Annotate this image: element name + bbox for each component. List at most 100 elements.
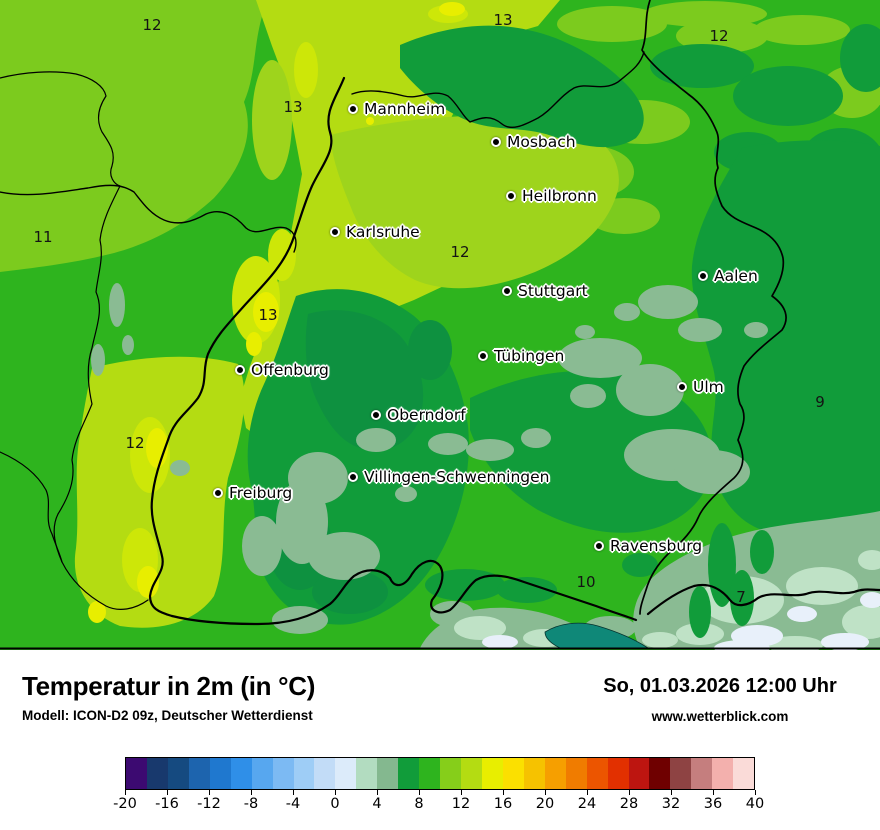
border-france-admin-south xyxy=(0,451,63,563)
colorbar-segment xyxy=(544,758,566,789)
colorbar-tick-label: 12 xyxy=(451,796,471,812)
city-dot-icon xyxy=(330,227,340,237)
colorbar-tick-mark xyxy=(671,790,673,795)
city-dot-icon xyxy=(677,382,687,392)
temperature-map: 12 13 12 13 11 12 13 9 12 10 7 Mannheim Mosbach Heil… xyxy=(0,0,880,650)
website-url: www.wetterblick.com xyxy=(651,709,789,724)
city-dot-icon xyxy=(371,410,381,420)
colorbar-tick-label: 16 xyxy=(493,796,513,812)
city-marker-villingen-schwenningen: Villingen-Schwenningen xyxy=(348,468,549,486)
colorbar-tick-label: 20 xyxy=(535,796,555,812)
city-marker-freiburg: Freiburg xyxy=(213,484,292,502)
colorbar-tick-label: 32 xyxy=(661,796,681,812)
colorbar-segment xyxy=(251,758,273,789)
city-dot-icon xyxy=(594,541,604,551)
colorbar-tick-mark xyxy=(125,790,127,795)
border-switzerland xyxy=(170,559,638,626)
colorbar-tick-mark xyxy=(377,790,379,795)
city-label: Ulm xyxy=(693,378,724,396)
colorbar-tick-label: -20 xyxy=(113,796,137,812)
colorbar-tick-mark xyxy=(461,790,463,795)
temperature-colorbar xyxy=(125,757,755,790)
city-label: Mannheim xyxy=(364,100,446,118)
temperature-value-label: 11 xyxy=(33,228,53,246)
colorbar-segment xyxy=(209,758,231,789)
colorbar-tick-mark xyxy=(293,790,295,795)
border-vosges xyxy=(53,185,149,610)
city-dot-icon xyxy=(213,488,223,498)
colorbar-segment xyxy=(691,758,713,789)
city-marker-ulm: Ulm xyxy=(677,378,724,396)
colorbar-segment xyxy=(481,758,503,789)
temperature-value-label: 12 xyxy=(450,243,470,261)
colorbar-segment xyxy=(146,758,168,789)
colorbar-tick-mark xyxy=(755,790,757,795)
city-label: Freiburg xyxy=(229,484,293,502)
colorbar-segment xyxy=(126,758,147,789)
colorbar-segment xyxy=(314,758,336,789)
temperature-value-label: 12 xyxy=(709,27,729,45)
temperature-value-label: 13 xyxy=(493,11,513,29)
colorbar-tick-label: 36 xyxy=(703,796,723,812)
colorbar-tick-label: -4 xyxy=(285,796,301,812)
terrain-layer xyxy=(0,0,880,650)
colorbar-segment xyxy=(293,758,315,789)
city-dot-icon xyxy=(235,365,245,375)
colorbar-segment xyxy=(649,758,671,789)
model-info: Modell: ICON-D2 09z, Deutscher Wetterdie… xyxy=(22,708,313,723)
colorbar-tick-label: -8 xyxy=(243,796,259,812)
city-marker-ravensburg: Ravensburg xyxy=(594,537,702,555)
city-dot-icon xyxy=(698,271,708,281)
border-france-admin-north xyxy=(0,71,121,187)
city-label: Villingen-Schwenningen xyxy=(364,468,550,486)
colorbar-tick-mark xyxy=(335,790,337,795)
colorbar-segment xyxy=(188,758,210,789)
colorbar-tick-label: -16 xyxy=(155,796,179,812)
borders-layer xyxy=(0,0,880,626)
colorbar-tick-label: 40 xyxy=(745,796,765,812)
border-rhine-france xyxy=(148,76,346,618)
colorbar-tick-mark xyxy=(251,790,253,795)
colorbar-segment xyxy=(461,758,482,789)
city-dot-icon xyxy=(491,137,501,147)
temperature-value-label: 13 xyxy=(258,306,278,324)
city-marker-mosbach: Mosbach xyxy=(491,133,576,151)
city-marker-offenburg: Offenburg xyxy=(235,361,329,379)
colorbar-segment xyxy=(523,758,545,789)
city-label: Aalen xyxy=(714,267,758,285)
colorbar-segment xyxy=(565,758,587,789)
city-label: Ravensburg xyxy=(610,537,703,555)
colorbar-tick-mark xyxy=(587,790,589,795)
temperature-value-label: 7 xyxy=(736,588,746,606)
colorbar-tick-mark xyxy=(629,790,631,795)
city-marker-stuttgart: Stuttgart xyxy=(502,282,588,300)
temperature-value-label: 9 xyxy=(815,393,825,411)
colorbar-tick-mark xyxy=(167,790,169,795)
temperature-map-svg xyxy=(0,0,880,650)
colorbar-segment xyxy=(398,758,420,789)
temperature-value-label: 12 xyxy=(125,434,145,452)
colorbar-segment xyxy=(230,758,252,789)
city-marker-oberndorf: Oberndorf xyxy=(371,406,466,424)
colorbar-tick-label: 24 xyxy=(577,796,597,812)
colorbar-segment xyxy=(419,758,441,789)
city-dot-icon xyxy=(348,472,358,482)
city-dot-icon xyxy=(506,191,516,201)
city-label: Karlsruhe xyxy=(346,223,420,241)
city-marker-heilbronn: Heilbronn xyxy=(506,187,597,205)
colorbar-tick-label: 28 xyxy=(619,796,639,812)
lake-bodensee xyxy=(544,622,650,649)
map-frame-bottom xyxy=(0,647,880,650)
forecast-datetime: So, 01.03.2026 12:00 Uhr xyxy=(603,675,837,697)
colorbar-segment xyxy=(272,758,294,789)
city-marker-tübingen: Tübingen xyxy=(478,347,564,365)
colorbar-segment xyxy=(670,758,692,789)
colorbar-tick-label: -12 xyxy=(197,796,221,812)
city-dot-icon xyxy=(348,104,358,114)
colorbar-segment xyxy=(712,758,734,789)
city-label: Tübingen xyxy=(494,347,565,365)
colorbar-segment xyxy=(607,758,629,789)
city-label: Stuttgart xyxy=(518,282,588,300)
colorbar-tick-mark xyxy=(503,790,505,795)
city-label: Offenburg xyxy=(251,361,329,379)
